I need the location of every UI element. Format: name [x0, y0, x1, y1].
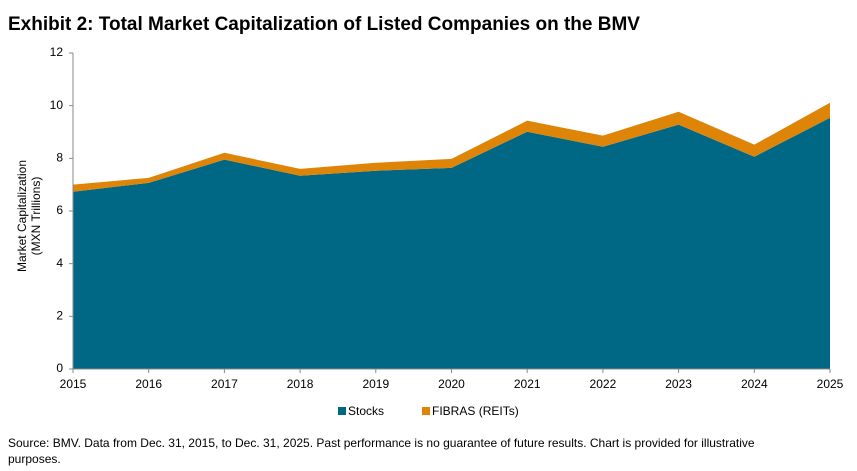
y-tick-label: 6 [56, 203, 63, 217]
x-tick-label: 2019 [362, 377, 389, 391]
y-axis-label-line: (MXN Trillions) [29, 177, 43, 256]
x-tick-label: 2017 [211, 377, 238, 391]
x-tick-label: 2025 [817, 377, 844, 391]
y-tick-label: 12 [50, 45, 64, 59]
y-tick-label: 4 [56, 256, 63, 270]
legend-label: FIBRAS (REITs) [432, 404, 519, 418]
x-tick-label: 2020 [438, 377, 465, 391]
x-tick-label: 2018 [287, 377, 314, 391]
x-tick-label: 2016 [135, 377, 162, 391]
x-tick-label: 2024 [741, 377, 768, 391]
x-tick-label: 2022 [590, 377, 617, 391]
legend-swatch [338, 407, 346, 415]
legend-swatch [422, 407, 431, 415]
x-tick-label: 2023 [665, 377, 692, 391]
x-tick-label: 2021 [514, 377, 541, 391]
legend-label: Stocks [348, 404, 384, 418]
area [73, 102, 830, 192]
y-tick-label: 0 [56, 361, 63, 375]
y-tick-label: 2 [56, 309, 63, 323]
source-note: Source: BMV. Data from Dec. 31, 2015, to… [8, 436, 755, 466]
y-axis-label-line: Market Capitalization [15, 160, 29, 272]
x-tick-label: 2015 [60, 377, 87, 391]
y-tick-label: 8 [56, 151, 63, 165]
chart: 0 2 4 6 8 10 12 2015 2016 2017 2018 2019 2020 2021 202… [15, 45, 844, 418]
y-tick-label: 10 [50, 98, 64, 112]
y-axis-label: Market Capitalization(MXN Trillions) [15, 160, 43, 272]
area [73, 117, 830, 369]
chart-title: Exhibit 2: Total Market Capitalization o… [8, 14, 640, 35]
